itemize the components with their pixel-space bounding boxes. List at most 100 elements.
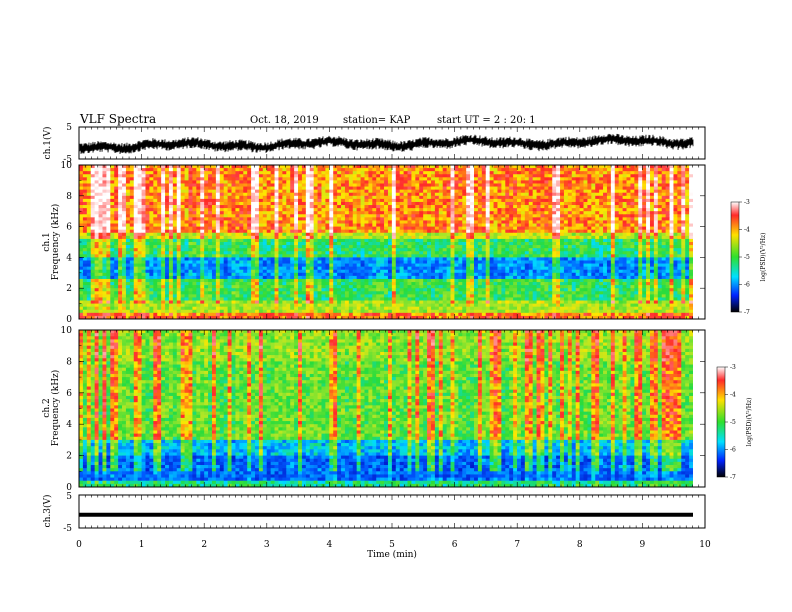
spectrogram-cell xyxy=(258,257,264,261)
spectrogram-cell xyxy=(258,214,264,218)
spectrogram-cell xyxy=(258,238,264,243)
spectrogram-cell xyxy=(638,211,643,215)
spectrogram-cell xyxy=(380,198,385,203)
spectrogram-cell xyxy=(294,171,299,175)
spectrogram-cell xyxy=(689,165,694,169)
spectrogram-cell xyxy=(411,171,416,175)
spectrogram-cell xyxy=(188,198,193,203)
spectrogram-cell xyxy=(528,232,534,237)
spectrogram-cell xyxy=(473,186,479,191)
spectrogram-cell xyxy=(258,168,264,172)
spectrogram-cell xyxy=(298,245,303,249)
spectrogram-cell xyxy=(423,165,428,169)
spectrogram-cell xyxy=(485,198,491,203)
spectrogram-cell xyxy=(102,186,107,191)
spectrogram-cell xyxy=(473,251,479,255)
spectrogram-cell xyxy=(626,183,631,187)
spectrogram-cell xyxy=(341,201,346,206)
spectrogram-cell xyxy=(352,254,358,258)
spectrogram-cell xyxy=(458,238,463,243)
spectrogram-cell xyxy=(685,180,690,184)
spectrogram-cell xyxy=(251,211,256,215)
spectrogram-cell xyxy=(376,180,381,184)
spectrogram-cell xyxy=(430,174,436,178)
spectrogram-cell xyxy=(247,165,252,169)
spectrogram-cell xyxy=(341,217,346,221)
spectrogram-cell xyxy=(489,220,494,224)
spectrogram-cell xyxy=(301,208,307,212)
spectrogram-cell xyxy=(223,211,229,215)
spectrogram-cell xyxy=(344,198,350,203)
spectrogram-cell xyxy=(419,245,424,249)
spectrogram-cell xyxy=(329,242,334,246)
spectrogram-cell xyxy=(450,245,455,249)
spectrogram-cell xyxy=(442,248,448,252)
spectrogram-cell xyxy=(376,232,381,237)
spectrogram-cell xyxy=(626,211,631,215)
spectrogram-cell xyxy=(137,183,142,187)
spectrogram-cell xyxy=(434,226,440,231)
spectrogram-cell xyxy=(517,192,522,197)
spectrogram-cell xyxy=(665,242,670,246)
spectrogram-cell xyxy=(603,201,608,206)
spectrogram-cell xyxy=(118,205,123,209)
spectrogram-cell xyxy=(168,192,174,197)
spectrogram-cell xyxy=(403,198,408,203)
spectrogram-cell xyxy=(282,201,287,206)
spectrogram-cell xyxy=(141,254,146,258)
spectrogram-cell xyxy=(509,235,514,240)
spectrogram-cell xyxy=(395,238,401,243)
spectrogram-cell xyxy=(165,198,170,203)
spectrogram-cell xyxy=(172,226,178,231)
spectrogram-cell xyxy=(301,257,307,261)
spectrogram-cell xyxy=(180,220,185,224)
spectrogram-cell xyxy=(129,223,135,227)
spectrogram-cell xyxy=(509,223,514,227)
spectrogram-cell xyxy=(298,223,303,227)
spectrogram-cell xyxy=(391,254,397,258)
spectrogram-cell xyxy=(517,223,522,227)
spectrogram-cell xyxy=(329,217,334,221)
spectrogram-cell xyxy=(356,183,361,187)
spectrogram-cell xyxy=(219,177,225,181)
spectrogram-cell xyxy=(137,192,142,197)
spectrogram-cell xyxy=(411,226,416,231)
spectrogram-cell xyxy=(497,214,502,218)
spectrogram-cell xyxy=(489,192,494,197)
spectrogram-cell xyxy=(290,211,295,215)
spectrogram-cell xyxy=(614,248,620,252)
spectrogram-cell xyxy=(254,251,260,255)
spectrogram-cell xyxy=(614,245,620,249)
spectrogram-cell xyxy=(387,223,393,227)
spectrogram-cell xyxy=(227,186,232,191)
spectrogram-cell xyxy=(114,180,119,184)
spectrogram-cell xyxy=(188,226,193,231)
spectrogram-cell xyxy=(665,168,670,172)
spectrogram-cell xyxy=(231,251,236,255)
spectrogram-cell xyxy=(231,205,236,209)
spectrogram-cell xyxy=(161,168,166,172)
spectrogram-cell xyxy=(485,248,491,252)
spectrogram-cell xyxy=(438,177,444,181)
spectrogram-cell xyxy=(411,201,416,206)
spectrogram-cell xyxy=(642,174,647,178)
spectrogram-cell xyxy=(141,208,146,212)
spectrogram-cell xyxy=(184,195,189,200)
spectrogram-cell xyxy=(348,254,354,258)
spectrogram-cell xyxy=(231,195,236,200)
spectrogram-cell xyxy=(591,180,596,184)
spectrogram-cell xyxy=(638,198,643,203)
spectrogram-cell xyxy=(556,195,561,200)
spectrogram-cell xyxy=(223,235,229,240)
spectrogram-cell xyxy=(274,180,279,184)
spectrogram-cell xyxy=(438,189,444,194)
spectrogram-cell xyxy=(337,223,342,227)
spectrogram-cell xyxy=(384,174,389,178)
spectrogram-cell xyxy=(235,189,240,194)
spectrogram-cell xyxy=(94,205,99,209)
spectrogram-cell xyxy=(188,254,193,258)
spectrogram-cell xyxy=(329,238,334,243)
spectrogram-cell xyxy=(657,248,663,252)
spectrogram-cell xyxy=(489,165,494,169)
spectrogram-cell xyxy=(560,165,565,169)
